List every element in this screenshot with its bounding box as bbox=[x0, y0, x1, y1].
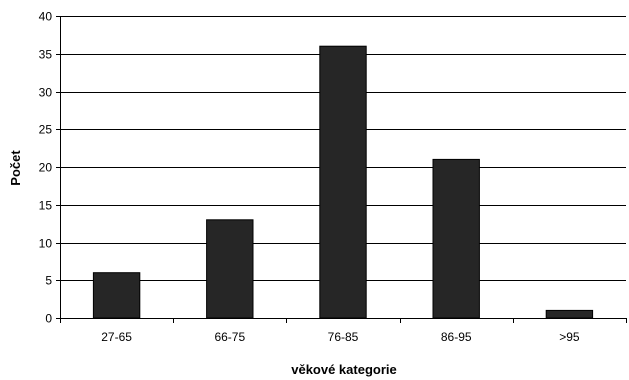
bar->95 bbox=[545, 309, 594, 319]
bar-86-95 bbox=[432, 158, 480, 319]
x-axis-title: věkové kategorie bbox=[291, 362, 397, 377]
y-tick-label: 30 bbox=[39, 86, 53, 100]
y-axis-title: Počet bbox=[8, 150, 23, 186]
y-tick-label: 5 bbox=[45, 274, 52, 288]
y-tick-label: 35 bbox=[39, 48, 53, 62]
y-tick-label: 20 bbox=[39, 161, 53, 175]
y-tick-label: 15 bbox=[39, 199, 53, 213]
x-tick-label: 76-85 bbox=[328, 330, 359, 344]
bars bbox=[92, 45, 594, 319]
y-tick-label: 10 bbox=[39, 237, 53, 251]
x-tick-label: >95 bbox=[559, 330, 580, 344]
y-tick-label: 25 bbox=[39, 123, 53, 137]
y-tick-label: 40 bbox=[39, 10, 53, 24]
x-tick-label: 27-65 bbox=[101, 330, 132, 344]
y-tick-label: 0 bbox=[45, 312, 52, 326]
bar-76-85 bbox=[319, 45, 367, 319]
tick-labels: 0 5 10 15 20 25 30 35 40 27-65 66-75 76-85 86-95 >95 bbox=[39, 10, 580, 345]
bar-66-75 bbox=[206, 219, 254, 319]
x-tick-label: 86-95 bbox=[441, 330, 472, 344]
bar-27-65 bbox=[92, 272, 141, 319]
x-tick-label: 66-75 bbox=[214, 330, 245, 344]
axes bbox=[56, 16, 627, 323]
